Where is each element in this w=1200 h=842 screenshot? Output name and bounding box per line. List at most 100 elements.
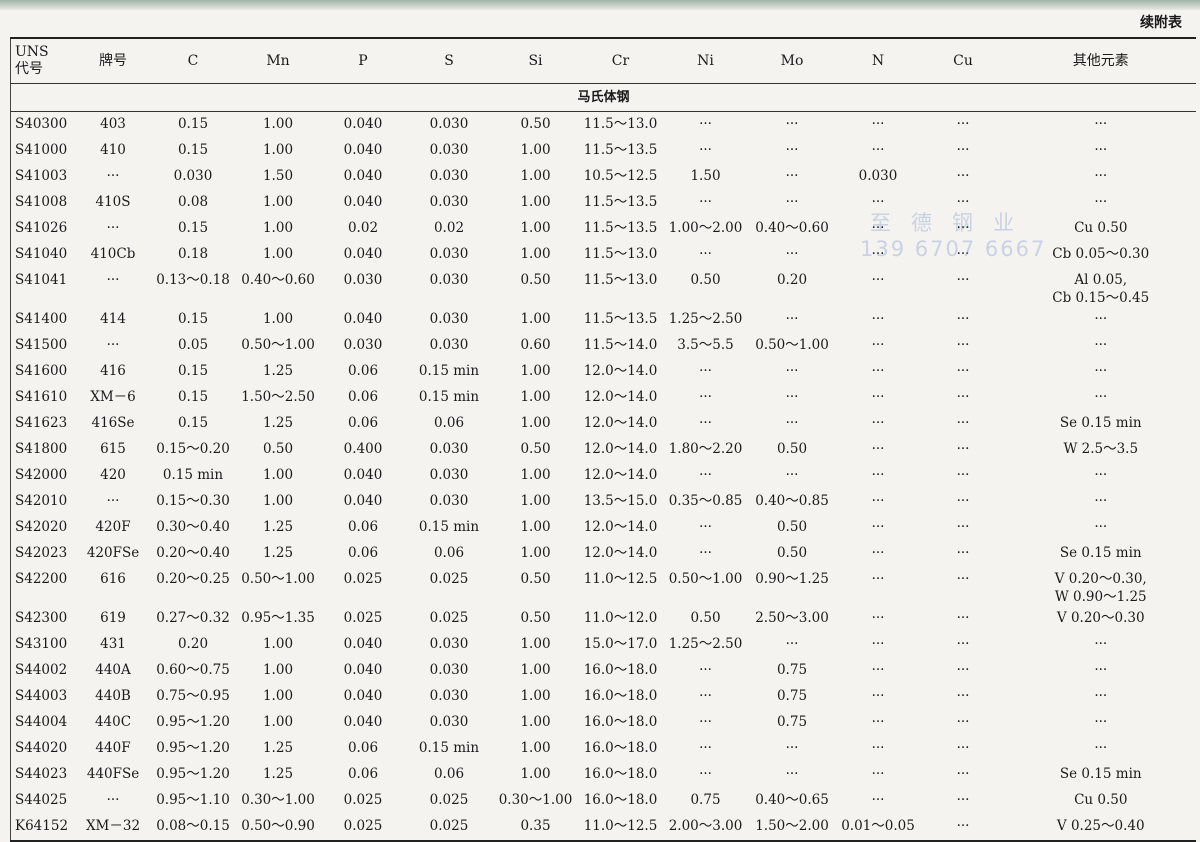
cell-grade: 431: [100, 636, 126, 652]
cell-s: 0.025: [429, 792, 469, 808]
cell-grade: ···: [106, 792, 120, 808]
cell-ni: 0.35～0.85: [668, 493, 743, 509]
cell-ni: ···: [699, 194, 712, 210]
cell-n: ···: [871, 519, 885, 535]
cell-cu: ···: [956, 220, 970, 236]
cell-mo: 0.20: [776, 272, 808, 288]
cell-n: ···: [871, 766, 885, 782]
header-n: N: [835, 38, 921, 84]
cell-other: ···: [1094, 389, 1108, 405]
cell-cu: ···: [956, 740, 970, 756]
cell-grade: 420: [100, 467, 126, 483]
table-row: S41800 615 0.15～0.20 0.50 0.400 0.030 0.50 12.0…: [11, 437, 1197, 463]
cell-mo: ···: [785, 246, 799, 262]
cell-s: 0.030: [429, 168, 469, 184]
cell-p: 0.040: [343, 636, 383, 652]
table-row: S44023 440FSe 0.95～1.20 1.25 0.06 0.06 1.00 16.…: [11, 762, 1197, 788]
cell-cr: 11.5～13.5: [583, 142, 658, 158]
cell-ni: ···: [699, 766, 712, 782]
cell-cr: 11.5～13.5: [583, 220, 658, 236]
cell-cu: ···: [956, 766, 970, 782]
cell-mo: 1.50～2.00: [755, 818, 829, 834]
cell-ni: 1.25～2.50: [668, 311, 743, 327]
cell-s: 0.030: [429, 688, 469, 704]
cell-cr: 16.0～18.0: [583, 740, 658, 756]
cell-si: 1.00: [520, 142, 551, 158]
cell-uns: S42023: [15, 545, 68, 561]
cell-p: 0.400: [343, 441, 383, 457]
cell-uns: S44020: [15, 740, 68, 756]
cell-s: 0.15 min: [418, 740, 480, 756]
cell-si: 0.50: [520, 610, 551, 626]
cell-s: 0.025: [429, 571, 469, 587]
cell-grade: XM－6: [90, 389, 136, 405]
cell-grade: 414: [100, 311, 126, 327]
cell-ni: 1.00～2.00: [668, 220, 743, 236]
table-row: S43100 431 0.20 1.00 0.040 0.030 1.00 15.0～17.0…: [11, 632, 1197, 658]
cell-s: 0.030: [429, 493, 469, 509]
cell-cr: 16.0～18.0: [583, 792, 658, 808]
cell-p: 0.06: [347, 389, 379, 405]
cell-n: ···: [871, 545, 885, 561]
header-grade: 牌号: [75, 38, 151, 84]
cell-cr: 12.0～14.0: [583, 467, 658, 483]
cell-cu: ···: [956, 493, 970, 509]
cell-mo: 0.40～0.60: [755, 220, 829, 236]
cell-c: 0.20: [177, 636, 209, 652]
cell-other: Se 0.15 min: [1059, 545, 1142, 561]
cell-ni: 2.00～3.00: [668, 818, 743, 834]
cell-p: 0.06: [347, 766, 379, 782]
cell-si: 1.00: [520, 688, 551, 704]
cell-s: 0.030: [429, 311, 469, 327]
cell-uns: S42000: [15, 467, 68, 483]
cell-s: 0.030: [429, 662, 469, 678]
cell-s: 0.025: [429, 610, 469, 626]
cell-cr: 16.0～18.0: [583, 688, 658, 704]
cell-grade: 440F: [95, 740, 131, 756]
cell-mo: 0.50: [776, 545, 808, 561]
cell-mn: 1.00: [262, 142, 294, 158]
cell-other: ···: [1094, 740, 1108, 756]
cell-si: 1.00: [520, 662, 551, 678]
cell-p: 0.030: [343, 337, 383, 353]
cell-grade: 416: [100, 363, 126, 379]
cell-cr: 11.5～14.0: [583, 337, 658, 353]
header-mo: Mo: [748, 38, 836, 84]
cell-n: ···: [871, 389, 885, 405]
cell-ni: ···: [699, 116, 712, 132]
cell-grade: 420FSe: [86, 545, 140, 561]
cell-cu: ···: [956, 467, 970, 483]
cell-cr: 11.0～12.5: [583, 818, 658, 834]
cell-si: 1.00: [520, 194, 551, 210]
cell-si: 1.00: [520, 714, 551, 730]
cell-ni: 1.50: [690, 168, 721, 184]
cell-grade: 619: [100, 610, 126, 626]
cell-mn: 1.00: [262, 467, 294, 483]
cell-mo: 0.50～1.00: [755, 337, 829, 353]
cell-ni: ···: [699, 688, 712, 704]
cell-ni: 1.80～2.20: [668, 441, 743, 457]
cell-p: 0.040: [343, 116, 383, 132]
cell-mo: 0.40～0.85: [755, 493, 829, 509]
cell-mo: ···: [785, 194, 799, 210]
cell-cu: ···: [956, 142, 970, 158]
cell-mn: 1.25: [262, 740, 294, 756]
cell-c: 0.15: [177, 311, 209, 327]
cell-cr: 11.0～12.5: [583, 571, 658, 587]
cell-uns: S41623: [15, 415, 68, 431]
cell-uns: S41600: [15, 363, 68, 379]
cell-p: 0.040: [343, 714, 383, 730]
cell-ni: 0.50: [690, 272, 721, 288]
cell-ni: 0.50: [690, 610, 721, 626]
header-ni: Ni: [662, 38, 749, 84]
cell-cu: ···: [956, 636, 970, 652]
cell-s: 0.030: [429, 246, 469, 262]
cell-uns: S44004: [15, 714, 68, 730]
cell-uns: S41008: [15, 194, 68, 210]
cell-cr: 12.0～14.0: [583, 389, 658, 405]
cell-n: ···: [871, 441, 885, 457]
cell-p: 0.040: [343, 142, 383, 158]
cell-uns: S42200: [15, 571, 68, 587]
cell-uns: S43100: [15, 636, 68, 652]
cell-cu: ···: [956, 610, 970, 626]
